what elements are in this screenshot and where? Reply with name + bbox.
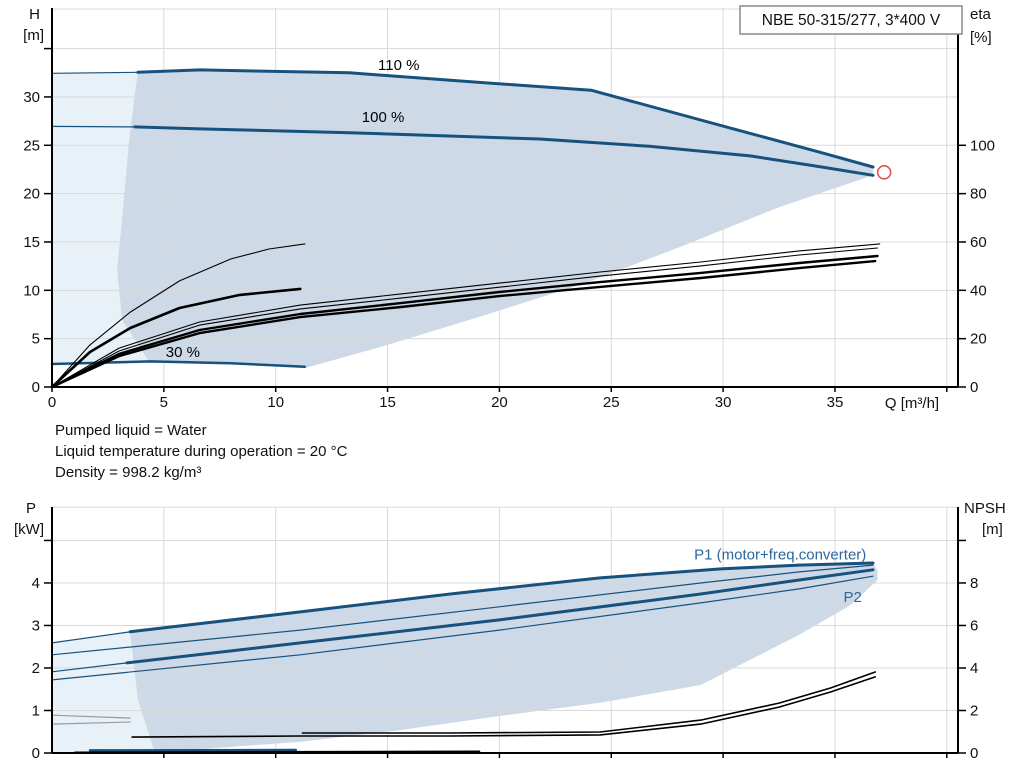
x-tick-label: 5 bbox=[160, 394, 168, 411]
eta-curve-pump-thin-2 bbox=[51, 247, 879, 388]
left-tick-label: 2 bbox=[32, 660, 40, 677]
eta-curve-partload-thick bbox=[50, 287, 302, 389]
right-tick-label: 2 bbox=[970, 702, 978, 719]
p2-curve-100pct bbox=[51, 575, 874, 681]
right-tick-label: 60 bbox=[970, 234, 987, 251]
eta-curve-total-thick-1 bbox=[50, 254, 879, 389]
curve-100pct bbox=[133, 125, 875, 177]
x-tick-label: 25 bbox=[603, 394, 620, 411]
eta-curve-partload-thin bbox=[51, 243, 306, 388]
duty-point-marker bbox=[876, 165, 892, 180]
pump-title-box bbox=[739, 5, 963, 35]
p1-curve-100pct bbox=[51, 564, 874, 656]
left-tick-label: 0 bbox=[32, 745, 40, 762]
right-tick-label: 100 bbox=[970, 137, 995, 154]
power-area-main bbox=[130, 563, 878, 753]
left-tick-label: 30 bbox=[23, 89, 40, 106]
right-axis-title: NPSH bbox=[964, 500, 1006, 517]
info-line-density: Density = 998.2 kg/m³ bbox=[55, 464, 202, 481]
left-axis-unit: [m] bbox=[23, 27, 44, 44]
right-tick-label: 40 bbox=[970, 282, 987, 299]
label-p1: P1 (motor+freq.converter) bbox=[694, 547, 866, 564]
p2-curve-110pct bbox=[125, 568, 875, 665]
x-axis-title: Q [m³/h] bbox=[885, 395, 939, 412]
left-tick-label: 10 bbox=[23, 282, 40, 299]
p1-110pct-lead bbox=[51, 631, 131, 644]
left-tick-label: 4 bbox=[32, 575, 40, 592]
npsh-curve-100pct bbox=[131, 676, 876, 738]
right-axis-title: eta bbox=[970, 6, 992, 23]
curve-110pct bbox=[136, 68, 875, 169]
right-tick-label: 6 bbox=[970, 617, 978, 634]
left-axis-unit: [kW] bbox=[14, 521, 44, 538]
left-tick-label: 5 bbox=[32, 331, 40, 348]
left-tick-label: 20 bbox=[23, 186, 40, 203]
right-axis-unit: [m] bbox=[982, 521, 1003, 538]
left-tick-label: 25 bbox=[23, 137, 40, 154]
liquid-info-block: Pumped liquid = Water Liquid temperature… bbox=[55, 420, 347, 483]
right-tick-label: 20 bbox=[970, 331, 987, 348]
left-tick-label: 3 bbox=[32, 617, 40, 634]
right-tick-label: 80 bbox=[970, 186, 987, 203]
grey-lead-lower bbox=[51, 721, 131, 725]
right-tick-label: 4 bbox=[970, 660, 978, 677]
x-tick-label: 15 bbox=[379, 394, 396, 411]
x-tick-label: 35 bbox=[827, 394, 844, 411]
left-axis-title: H bbox=[29, 6, 40, 23]
curve-100pct-lead bbox=[51, 125, 136, 128]
info-line-pumped-liquid: Pumped liquid = Water bbox=[55, 422, 207, 439]
info-line-temperature: Liquid temperature during operation = 20… bbox=[55, 443, 348, 460]
p1-curve-110pct bbox=[128, 561, 875, 634]
x-tick-label: 0 bbox=[48, 394, 56, 411]
left-tick-label: 15 bbox=[23, 234, 40, 251]
grey-lead-upper bbox=[51, 714, 131, 719]
pump-title-text: NBE 50-315/277, 3*400 V bbox=[762, 12, 941, 29]
curve-110pct-lead bbox=[51, 71, 139, 74]
right-tick-label: 0 bbox=[970, 745, 978, 762]
label-30pct: 30 % bbox=[166, 344, 200, 361]
right-tick-label: 0 bbox=[970, 379, 978, 396]
left-tick-label: 1 bbox=[32, 702, 40, 719]
eta-curve-pump-thin-1 bbox=[51, 243, 881, 388]
label-p2: P2 bbox=[843, 589, 861, 606]
right-tick-label: 8 bbox=[970, 575, 978, 592]
label-100pct: 100 % bbox=[362, 109, 405, 126]
left-axis-title: P bbox=[26, 500, 36, 517]
eta-curve-total-thick-2 bbox=[50, 259, 877, 389]
operating-area-main bbox=[117, 69, 874, 369]
p2-110pct-lead bbox=[51, 662, 128, 673]
x-tick-label: 10 bbox=[267, 394, 284, 411]
left-tick-label: 0 bbox=[32, 379, 40, 396]
label-110pct: 110 % bbox=[378, 57, 419, 74]
right-axis-unit: [%] bbox=[970, 29, 992, 46]
x-tick-label: 30 bbox=[715, 394, 732, 411]
npsh-curve-110pct bbox=[301, 671, 876, 734]
x-tick-label: 20 bbox=[491, 394, 508, 411]
